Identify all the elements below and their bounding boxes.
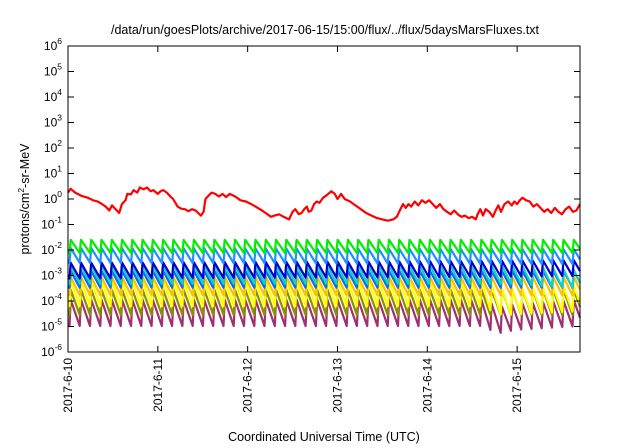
y-axis-label: protons/cm2-sr-MeV — [16, 143, 32, 255]
y-tick-label: 10-5 — [41, 317, 62, 334]
y-tick-label: 10-3 — [41, 266, 62, 283]
y-axis: 10-6 10-5 10-4 10-3 10-2 10-1 100 101 102 103 104 1… — [41, 36, 580, 359]
x-axis-label: Coordinated Universal Time (UTC) — [228, 430, 420, 444]
x-tick-label: 2017-6-15 — [510, 358, 524, 413]
series-line — [68, 264, 581, 290]
chart-title: /data/run/goesPlots/archive/2017-06-15/1… — [111, 23, 540, 37]
x-tick-label: 2017-6-13 — [330, 358, 344, 413]
y-tick-label: 102 — [44, 138, 62, 155]
y-tick-label: 10-2 — [41, 240, 62, 257]
series-layer — [67, 186, 582, 334]
x-tick-label: 2017-6-10 — [61, 358, 75, 413]
y-tick-label: 10-4 — [41, 291, 62, 308]
y-tick-label: 103 — [44, 113, 62, 130]
series-line — [68, 279, 582, 316]
y-tick-label: 106 — [44, 36, 62, 53]
y-axis-label-rest: -sr-MeV — [18, 143, 32, 188]
series-line — [68, 288, 582, 317]
y-axis-label-base: protons/cm — [18, 193, 32, 255]
y-axis-label-sup: 2 — [16, 188, 26, 193]
y-tick-label: 10-6 — [41, 342, 62, 359]
y-tick-label: 105 — [44, 62, 62, 79]
series-line — [67, 259, 581, 280]
y-tick-label: 10-1 — [41, 215, 62, 232]
x-tick-label: 2017-6-12 — [241, 358, 255, 413]
series-line — [68, 238, 581, 255]
series-line — [68, 269, 581, 289]
y-tick-label: 101 — [44, 164, 62, 181]
x-tick-label: 2017-6-11 — [151, 358, 165, 412]
series-line — [68, 246, 581, 266]
x-axis: 2017-6-10 2017-6-11 2017-6-12 2017-6-13 2017… — [61, 46, 524, 413]
y-tick-label: 100 — [44, 189, 62, 206]
y-tick-label: 104 — [44, 87, 62, 104]
series-line — [68, 275, 581, 297]
series-line — [68, 298, 582, 334]
x-tick-label: 2017-6-14 — [420, 358, 434, 413]
series-line-red — [67, 186, 581, 222]
